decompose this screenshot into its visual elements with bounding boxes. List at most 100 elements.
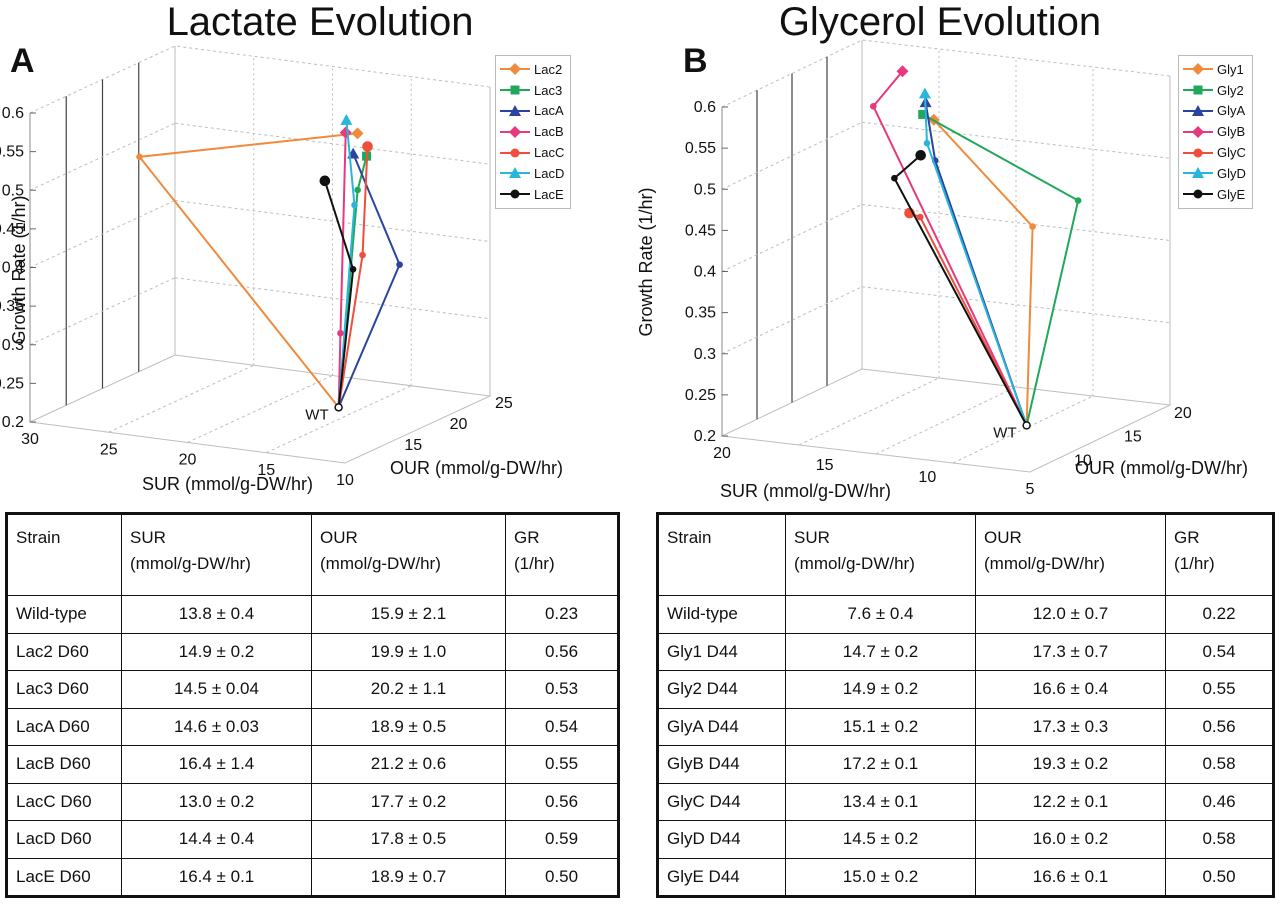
legend-label: Gly1 [1217,61,1244,77]
data-point-lacb [339,126,352,139]
legend-label: LacC [534,145,565,161]
our-cell: 15.9 ± 2.1 [311,595,506,634]
y-tick-label: 15 [1124,429,1142,446]
sur-cell: 14.5 ± 0.04 [121,670,312,709]
data-point-lac2 [136,153,143,161]
legend-swatch-icon [1183,189,1213,199]
legend-swatch-icon [500,104,530,116]
legend-swatch-icon [1183,125,1213,138]
our-cell: 17.3 ± 0.3 [975,707,1166,746]
strain-cell: Gly1 D44 [657,632,786,671]
legend-item-glyb: GlyB [1183,121,1246,142]
side-wall-hline [174,122,491,165]
legend-item-lac3: Lac3 [500,80,564,101]
our-cell: 21.2 ± 0.6 [311,745,506,784]
z-tick-label: 0.55 [0,144,24,161]
lactate-legend: Lac2 Lac3 LacA LacB LacC LacD LacE [495,55,572,209]
z-tick-label: 0.4 [2,260,24,277]
legend-label: LacB [534,124,564,140]
gr-cell: 0.55 [1165,670,1274,709]
x-tick-label: 30 [21,431,39,448]
data-point-gly2 [918,109,928,119]
series-line-lac2 [137,132,358,408]
gr-cell: 0.59 [505,820,619,859]
z-tick-label: 0.6 [2,105,24,122]
our-cell: 17.7 ± 0.2 [311,782,506,821]
table-row: GlyA D44 15.1 ± 0.2 17.3 ± 0.3 0.56 [657,707,1274,746]
our-header: OUR (mmol/g-DW/hr) [975,513,1166,596]
back-wall-hline [721,286,863,355]
legend-swatch-icon [1183,167,1213,179]
our-cell: 17.8 ± 0.5 [311,820,506,859]
strain-cell: Gly2 D44 [657,670,786,709]
legend-label: GlyD [1217,165,1246,181]
table-row: Wild-type 7.6 ± 0.4 12.0 ± 0.7 0.22 [657,595,1274,634]
legend-label: GlyC [1217,145,1246,161]
strain-cell: GlyB D44 [657,745,786,784]
table-row: Gly2 D44 14.9 ± 0.2 16.6 ± 0.4 0.55 [657,670,1274,709]
table-row: GlyE D44 15.0 ± 0.2 16.6 ± 0.1 0.50 [657,857,1274,897]
our-cell: 18.9 ± 0.7 [311,857,506,897]
glycerol-table: Strain SUR (mmol/g-DW/hr) OUR (mmol/g-DW/h… [656,512,1275,898]
legend-swatch-icon [500,63,530,76]
wild-type-label: WT [993,424,1016,441]
legend-label: GlyB [1217,124,1246,140]
our-cell: 18.9 ± 0.5 [311,707,506,746]
sur-cell: 14.9 ± 0.2 [785,670,976,709]
legend-item-glya: GlyA [1183,101,1246,122]
glycerol-legend: Gly1 Gly2 GlyA GlyB GlyC GlyD GlyE [1178,55,1253,209]
data-point-gly1 [1029,223,1036,230]
x-axis-label: SUR (mmol/g-DW/hr) [720,481,891,501]
floor-gridline [266,385,412,454]
y-tick-label: 20 [1174,405,1192,422]
gr-cell: 0.50 [1165,857,1274,897]
table-row: LacD D60 14.4 ± 0.4 17.8 ± 0.5 0.59 [6,820,619,859]
our-cell: 19.3 ± 0.2 [975,745,1166,784]
legend-item-gly1: Gly1 [1183,59,1246,80]
table-row: LacB D60 16.4 ± 1.4 21.2 ± 0.6 0.55 [6,745,619,784]
strain-cell: Wild-type [657,595,786,634]
strain-cell: GlyC D44 [657,782,786,821]
side-wall-hline [861,121,1171,159]
legend-label: LacD [534,165,565,181]
evolution-3d-plots: 0.20.250.30.350.40.450.50.550.6302520151… [0,39,1248,501]
panel-a-title: Lactate Evolution [166,0,474,44]
z-tick-label: 0.45 [685,222,716,239]
floor-gridline [108,364,254,433]
wild-type-label: WT [305,406,328,423]
gr-header: GR (1/hr) [1165,513,1274,596]
sur-cell: 14.5 ± 0.2 [785,820,976,859]
back-wall-hline [29,200,176,268]
gr-cell: 0.54 [505,707,619,746]
z-tick-label: 0.2 [2,414,24,431]
floor-outline [720,368,1172,473]
floor-gridline [875,386,1017,455]
z-tick-label: 0.6 [694,99,716,116]
gr-cell: 0.55 [505,745,619,784]
table-row: Lac2 D60 14.9 ± 0.2 19.9 ± 1.0 0.56 [6,632,619,671]
gr-cell: 0.23 [505,595,619,634]
our-header: OUR (mmol/g-DW/hr) [311,513,506,596]
sur-cell: 14.6 ± 0.03 [121,707,312,746]
sur-cell: 17.2 ± 0.1 [785,745,976,784]
top-outline [29,45,491,114]
legend-item-lac2: Lac2 [500,59,564,80]
gr-cell: 0.53 [505,670,619,709]
z-axis-label: Growth Rate (1/hr) [636,187,656,336]
sur-cell: 7.6 ± 0.4 [785,595,976,634]
z-tick-label: 0.3 [2,337,24,354]
panel-b-title: Glycerol Evolution [778,0,1102,44]
legend-item-lacb: LacB [500,121,564,142]
y-tick-label: 25 [495,395,513,412]
legend-item-lacd: LacD [500,163,564,184]
legend-item-lace: LacE [500,184,564,205]
y-axis-label: OUR (mmol/g-DW/hr) [390,458,563,478]
sur-cell: 13.4 ± 0.1 [785,782,976,821]
data-point-glye [915,150,926,161]
legend-item-lacc: LacC [500,142,564,163]
data-point-glyd [923,139,931,147]
legend-item-laca: LacA [500,101,564,122]
side-wall-hline [174,277,491,320]
our-cell: 16.0 ± 0.2 [975,820,1166,859]
legend-swatch-icon [1183,104,1213,116]
